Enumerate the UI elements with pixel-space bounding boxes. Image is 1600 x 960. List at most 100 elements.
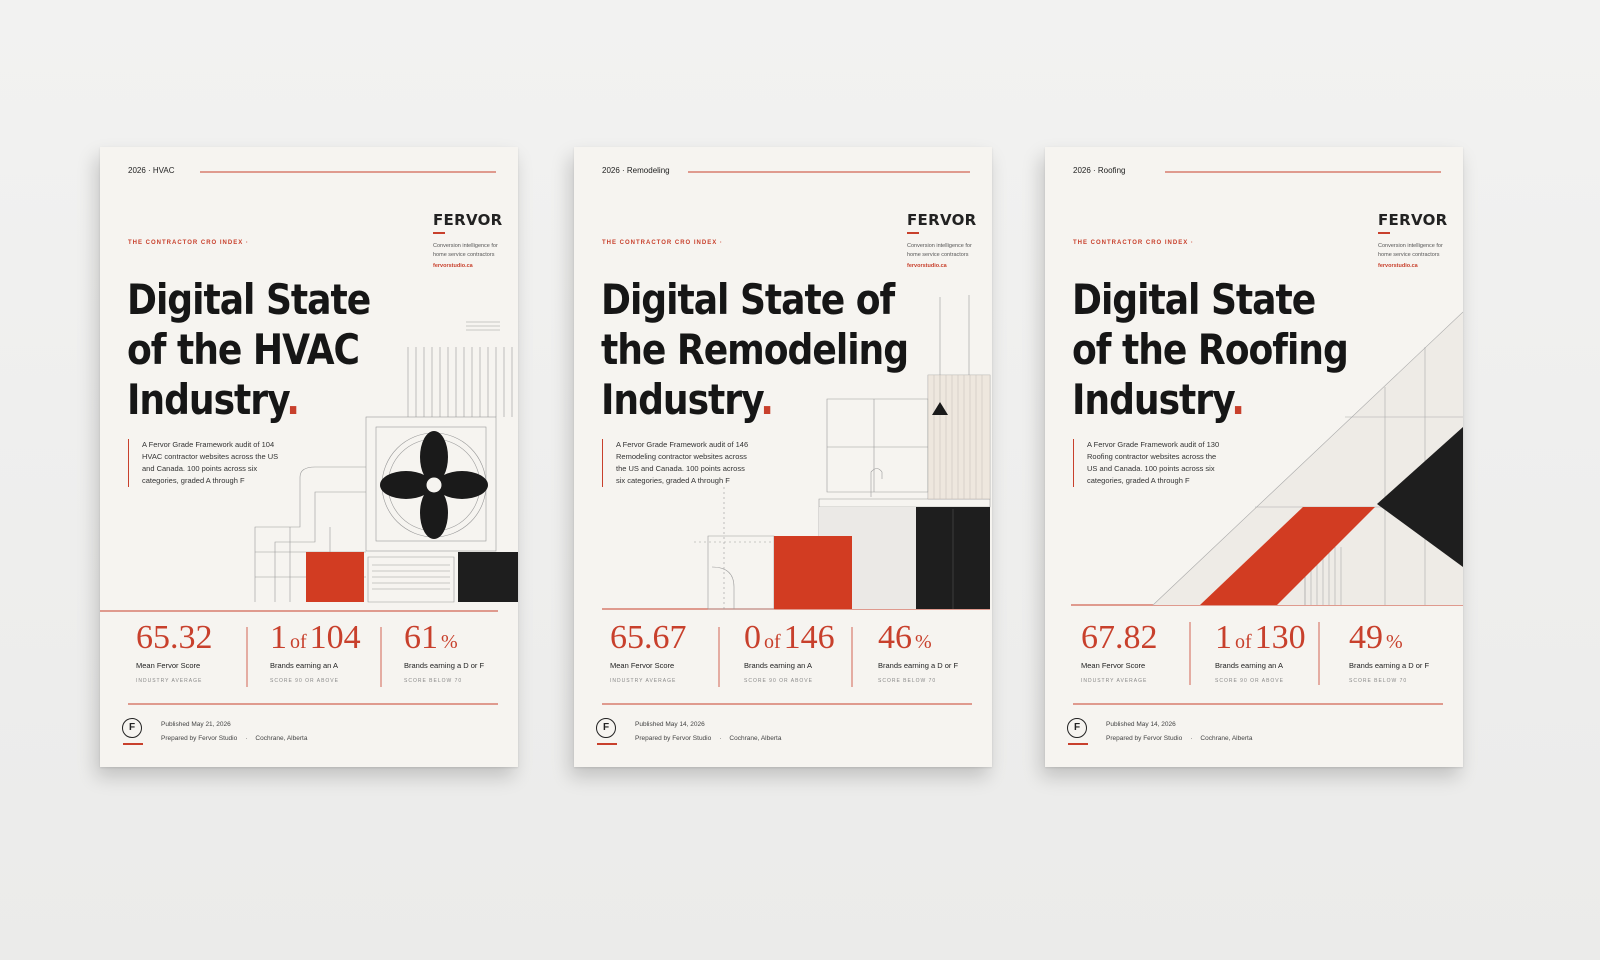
credit-location: Cochrane, Alberta — [1200, 735, 1253, 742]
credit-separator: · — [719, 735, 722, 742]
stat-block: 65.32 Mean Fervor Score INDUSTRY AVERAGE — [136, 619, 256, 684]
footer-credits: Prepared by Fervor Studio · Cochrane, Albe… — [161, 735, 315, 742]
stat-block: 67.82 Mean Fervor Score INDUSTRY AVERAGE — [1081, 619, 1201, 684]
cover-header: 2026 · Roofing — [1073, 166, 1126, 175]
eyebrow: THE CONTRACTOR CRO INDEX · — [1073, 240, 1194, 246]
stat-note: SCORE 90 OR ABOVE — [270, 678, 339, 684]
title-mark: . — [286, 375, 300, 424]
brand-url: fervorstudio.ca — [1378, 263, 1418, 269]
title-text: Industry — [601, 375, 761, 424]
stat-block: 49% Brands earning a D or F SCORE BELOW 70 — [1349, 619, 1469, 684]
stat-label: Brands earning an A — [744, 661, 812, 670]
stat-label: Brands earning a D or F — [878, 661, 959, 670]
footer-logo: F — [122, 718, 143, 745]
cover-header: 2026 · Remodeling — [602, 166, 670, 175]
stat-note: SCORE 90 OR ABOVE — [744, 678, 813, 684]
title-text: Digital State — [127, 275, 371, 324]
stat-value: 49% — [1349, 619, 1469, 657]
eyebrow: THE CONTRACTOR CRO INDEX · — [602, 240, 723, 246]
stat-joiner: of — [290, 631, 307, 653]
stat-total: 130 — [1254, 619, 1306, 656]
stat-block: 61% Brands earning a D or F SCORE BELOW 70 — [404, 619, 524, 684]
stat-value: 67.82 — [1081, 619, 1201, 657]
stat-joiner: of — [1235, 631, 1252, 653]
brand-tagline: Conversion intelligence for home service … — [433, 242, 498, 260]
brand-name: FERVOR — [907, 211, 977, 234]
description: A Fervor Grade Framework audit of 130 Ro… — [1073, 439, 1227, 487]
cover-title: Digital State of the Remodeling Industry. — [601, 275, 909, 425]
title-line: Digital State of — [601, 275, 908, 325]
stat-note: INDUSTRY AVERAGE — [136, 678, 203, 684]
stat-value: 1 — [1215, 619, 1232, 656]
footer-credits: Prepared by Fervor Studio · Cochrane, Albe… — [635, 735, 789, 742]
stat-label: Brands earning a D or F — [404, 661, 485, 670]
stat-value: 65.67 — [610, 619, 687, 656]
report-cover: 2026 · Roofing FERVOR Conversion intellige… — [1045, 147, 1463, 767]
published-date: Published May 21, 2026 — [161, 721, 231, 728]
title-line: Industry. — [601, 375, 908, 425]
credit-prepared: Prepared by Fervor Studio — [1106, 735, 1183, 742]
eyebrow: THE CONTRACTOR CRO INDEX · — [128, 240, 249, 246]
credit-location: Cochrane, Alberta — [729, 735, 782, 742]
stat-label: Mean Fervor Score — [136, 661, 201, 670]
stat-value: 65.67 — [610, 619, 730, 657]
stat-value: 46 — [878, 619, 912, 656]
stat-value: 65.32 — [136, 619, 256, 657]
footer-credits: Prepared by Fervor Studio · Cochrane, Albe… — [1106, 735, 1260, 742]
brand-url: fervorstudio.ca — [907, 263, 947, 269]
stat-value: 0 — [744, 619, 761, 656]
tagline-line: home service contractors — [907, 252, 969, 258]
stat-label: Mean Fervor Score — [610, 661, 675, 670]
stat-block: 1 of130 Brands earning an A SCORE 90 OR ABO… — [1215, 619, 1335, 684]
cover-art — [1071, 171, 1463, 705]
title-line: the Remodeling — [601, 325, 909, 375]
stat-label: Brands earning a D or F — [1349, 661, 1430, 670]
tagline-line: home service contractors — [433, 252, 495, 258]
description: A Fervor Grade Framework audit of 104 HV… — [128, 439, 282, 487]
title-mark: . — [760, 375, 774, 424]
report-cover: 2026 · HVAC FERVOR Conversion intelligence… — [100, 147, 518, 767]
description: A Fervor Grade Framework audit of 146 Re… — [602, 439, 756, 487]
stat-unit: % — [1386, 631, 1403, 653]
footer-logo: F — [1067, 718, 1088, 745]
brand-tagline: Conversion intelligence for home service … — [1378, 242, 1443, 260]
cover-header: 2026 · HVAC — [128, 166, 175, 175]
stat-value: 1 of130 — [1215, 619, 1335, 657]
stat-total: 104 — [309, 619, 361, 656]
credit-location: Cochrane, Alberta — [255, 735, 308, 742]
stat-total: 146 — [783, 619, 835, 656]
stat-value: 61% — [404, 619, 524, 657]
cover-title: Digital State of the Roofing Industry. — [1072, 275, 1349, 425]
title-line: Digital State — [1072, 275, 1348, 325]
stat-note: SCORE BELOW 70 — [1349, 678, 1408, 684]
stat-value: 0 of146 — [744, 619, 864, 657]
stat-block: 1 of104 Brands earning an A SCORE 90 OR ABO… — [270, 619, 390, 684]
title-text: of the Roofing — [1072, 325, 1349, 374]
stat-value: 65.32 — [136, 619, 213, 656]
brand-url: fervorstudio.ca — [433, 263, 473, 269]
stat-unit: % — [915, 631, 932, 653]
cover-art — [100, 171, 518, 705]
credit-prepared: Prepared by Fervor Studio — [161, 735, 238, 742]
tagline-line: Conversion intelligence for — [433, 243, 498, 249]
tagline-line: home service contractors — [1378, 252, 1440, 258]
title-mark: . — [1231, 375, 1245, 424]
cover-art — [602, 171, 991, 705]
tagline-line: Conversion intelligence for — [1378, 243, 1443, 249]
report-cover: 2026 · Remodeling FERVOR Conversion intell… — [574, 147, 992, 767]
stat-note: SCORE BELOW 70 — [878, 678, 937, 684]
title-text: Industry — [127, 375, 287, 424]
title-line: Industry. — [127, 375, 370, 425]
title-text: the Remodeling — [601, 325, 909, 374]
published-date: Published May 14, 2026 — [635, 721, 705, 728]
title-line: Digital State — [127, 275, 371, 325]
title-text: Industry — [1072, 375, 1232, 424]
stat-note: INDUSTRY AVERAGE — [1081, 678, 1148, 684]
stat-joiner: of — [764, 631, 781, 653]
tagline-line: Conversion intelligence for — [907, 243, 972, 249]
brand-name: FERVOR — [1378, 211, 1448, 234]
stat-note: INDUSTRY AVERAGE — [610, 678, 677, 684]
stat-value: 1 of104 — [270, 619, 390, 657]
